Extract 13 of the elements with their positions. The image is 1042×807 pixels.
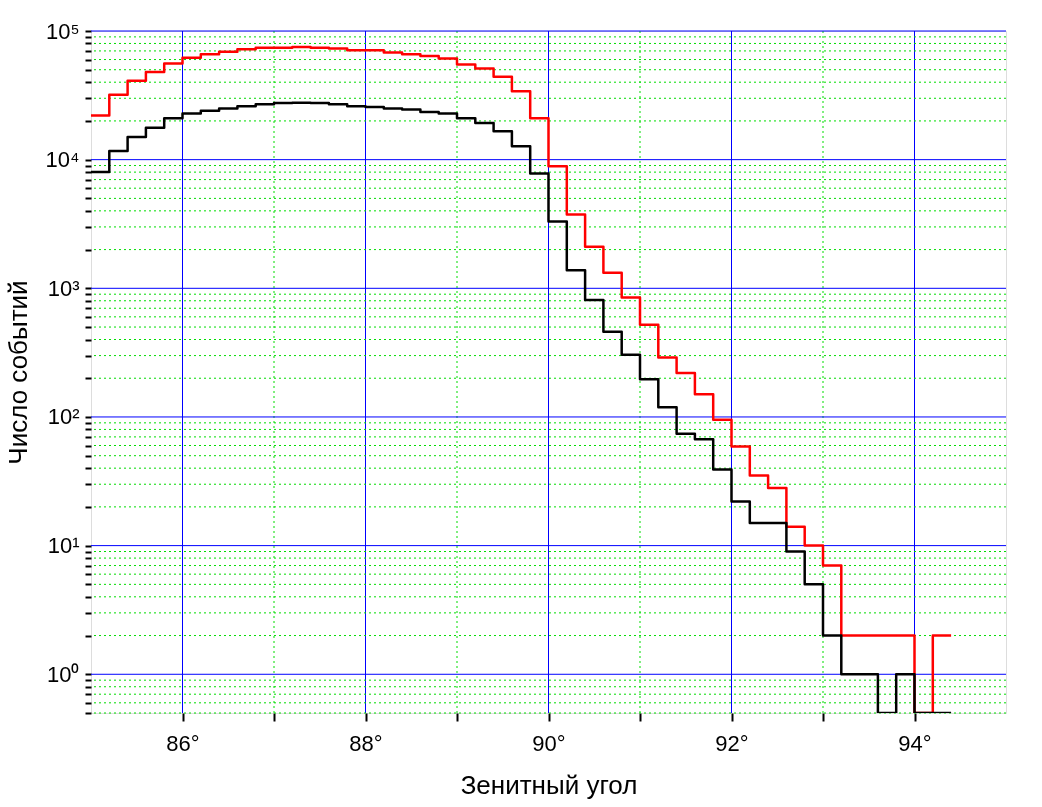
- x-axis-title: Зенитный угол: [460, 769, 638, 800]
- x-tick-label: 90°: [532, 730, 566, 756]
- x-tick-label: 88°: [349, 730, 383, 756]
- y-axis-title: Число событий: [2, 280, 33, 465]
- y-tick-label: 10³: [47, 275, 80, 301]
- x-tick-label: 92°: [715, 730, 749, 756]
- y-tick-label: 10⁵: [45, 18, 80, 44]
- y-tick-label: 10⁰: [47, 661, 80, 687]
- y-tick-label: 10¹: [47, 533, 80, 559]
- y-tick-label: 10⁴: [45, 147, 80, 173]
- x-tick-label: 86°: [166, 730, 200, 756]
- y-tick-label: 10²: [47, 404, 80, 430]
- x-tick-label: 94°: [898, 730, 932, 756]
